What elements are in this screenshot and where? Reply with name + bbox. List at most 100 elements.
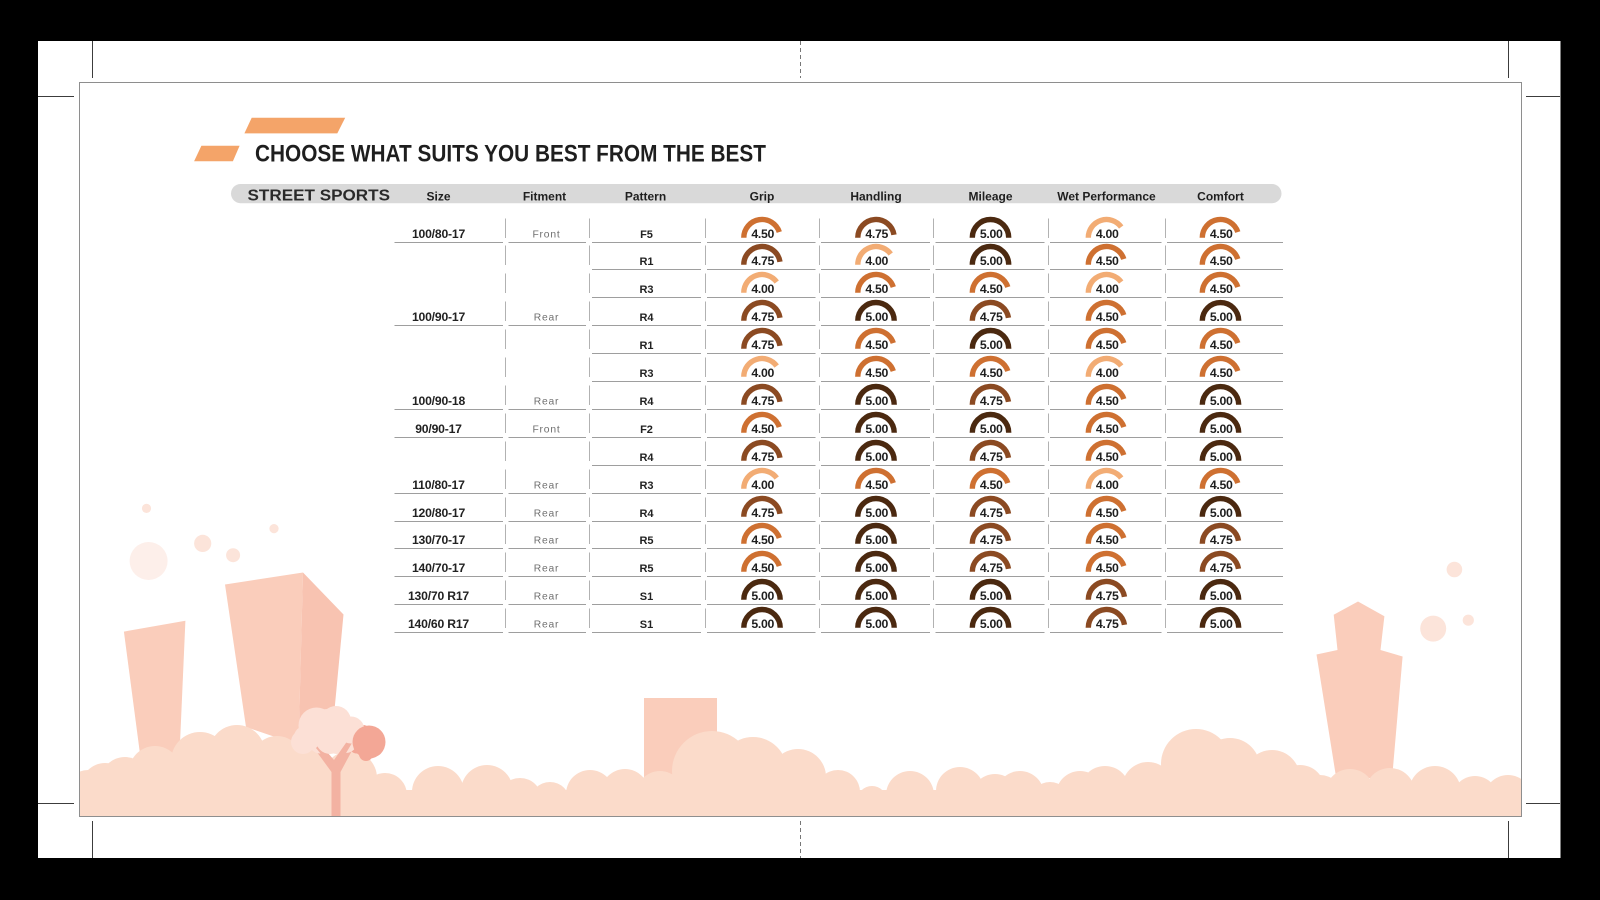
svg-text:4.75: 4.75	[1210, 561, 1233, 575]
svg-text:120/80-17: 120/80-17	[412, 506, 466, 520]
svg-text:4.75: 4.75	[751, 310, 774, 324]
svg-text:140/60 R17: 140/60 R17	[408, 617, 469, 631]
svg-text:90/90-17: 90/90-17	[415, 422, 462, 436]
svg-text:4.75: 4.75	[980, 506, 1003, 520]
svg-text:4.75: 4.75	[751, 254, 774, 268]
svg-text:4.75: 4.75	[1096, 589, 1119, 603]
svg-text:4.50: 4.50	[865, 338, 888, 352]
svg-text:110/80-17: 110/80-17	[412, 478, 465, 492]
svg-text:5.00: 5.00	[1210, 422, 1233, 436]
svg-text:STREET SPORTS: STREET SPORTS	[248, 187, 391, 204]
svg-text:100/80-17: 100/80-17	[412, 227, 466, 241]
svg-text:130/70-17: 130/70-17	[412, 533, 466, 547]
svg-text:R3: R3	[639, 284, 653, 296]
svg-text:Rear: Rear	[534, 481, 560, 492]
svg-text:4.50: 4.50	[1096, 310, 1119, 324]
svg-text:4.50: 4.50	[1096, 450, 1119, 464]
svg-text:4.50: 4.50	[751, 533, 774, 547]
svg-text:130/70 R17: 130/70 R17	[408, 589, 469, 603]
svg-text:5.00: 5.00	[865, 617, 888, 631]
svg-text:4.00: 4.00	[1096, 227, 1119, 241]
svg-text:4.00: 4.00	[865, 254, 888, 268]
svg-text:5.00: 5.00	[865, 422, 888, 436]
svg-text:5.00: 5.00	[980, 422, 1003, 436]
svg-text:4.50: 4.50	[1096, 561, 1119, 575]
svg-text:Rear: Rear	[534, 509, 560, 520]
svg-text:4.50: 4.50	[1210, 338, 1233, 352]
svg-text:5.00: 5.00	[1210, 394, 1233, 408]
svg-text:Rear: Rear	[534, 620, 560, 631]
svg-text:Mileage: Mileage	[968, 190, 1012, 204]
svg-text:4.75: 4.75	[1096, 617, 1119, 631]
svg-text:4.50: 4.50	[1210, 254, 1233, 268]
svg-text:Handling: Handling	[850, 190, 901, 204]
svg-text:5.00: 5.00	[980, 338, 1003, 352]
svg-text:Grip: Grip	[750, 190, 775, 204]
svg-text:Rear: Rear	[534, 564, 560, 575]
svg-text:4.00: 4.00	[751, 366, 774, 380]
svg-text:4.50: 4.50	[1096, 254, 1119, 268]
svg-text:4.75: 4.75	[751, 450, 774, 464]
svg-text:4.50: 4.50	[980, 478, 1003, 492]
svg-text:R3: R3	[639, 368, 653, 380]
svg-text:R4: R4	[639, 312, 654, 324]
svg-text:4.75: 4.75	[980, 394, 1003, 408]
svg-text:5.00: 5.00	[865, 589, 888, 603]
svg-text:4.50: 4.50	[1096, 422, 1119, 436]
svg-text:4.75: 4.75	[1210, 533, 1233, 547]
svg-text:5.00: 5.00	[865, 450, 888, 464]
svg-text:4.50: 4.50	[980, 282, 1003, 296]
svg-text:Rear: Rear	[534, 592, 560, 603]
svg-text:S1: S1	[640, 591, 653, 603]
svg-text:Wet Performance: Wet Performance	[1057, 190, 1156, 204]
svg-text:140/70-17: 140/70-17	[412, 561, 466, 575]
svg-text:5.00: 5.00	[1210, 506, 1233, 520]
svg-text:5.00: 5.00	[865, 394, 888, 408]
svg-text:Size: Size	[426, 190, 450, 204]
svg-text:Fitment: Fitment	[523, 190, 566, 204]
svg-text:4.75: 4.75	[865, 227, 888, 241]
svg-text:4.75: 4.75	[751, 394, 774, 408]
svg-text:4.75: 4.75	[980, 561, 1003, 575]
svg-text:4.50: 4.50	[751, 227, 774, 241]
svg-text:5.00: 5.00	[865, 561, 888, 575]
svg-text:4.50: 4.50	[980, 366, 1003, 380]
svg-text:5.00: 5.00	[865, 506, 888, 520]
svg-text:4.50: 4.50	[865, 478, 888, 492]
svg-text:4.75: 4.75	[980, 450, 1003, 464]
svg-text:4.50: 4.50	[1210, 227, 1233, 241]
svg-text:R4: R4	[639, 396, 654, 408]
svg-text:R5: R5	[639, 535, 653, 547]
svg-text:4.50: 4.50	[1096, 394, 1119, 408]
svg-text:Front: Front	[532, 230, 560, 241]
svg-text:R5: R5	[639, 563, 653, 575]
svg-text:Pattern: Pattern	[625, 190, 666, 204]
svg-text:5.00: 5.00	[1210, 589, 1233, 603]
svg-text:4.50: 4.50	[1096, 533, 1119, 547]
svg-text:4.75: 4.75	[980, 533, 1003, 547]
svg-text:5.00: 5.00	[1210, 310, 1233, 324]
svg-text:4.50: 4.50	[751, 422, 774, 436]
svg-text:4.50: 4.50	[1210, 366, 1233, 380]
svg-text:100/90-18: 100/90-18	[412, 394, 466, 408]
svg-text:R3: R3	[639, 480, 653, 492]
svg-text:5.00: 5.00	[980, 589, 1003, 603]
svg-text:4.00: 4.00	[751, 478, 774, 492]
svg-text:5.00: 5.00	[1210, 617, 1233, 631]
svg-text:4.50: 4.50	[1210, 478, 1233, 492]
svg-text:4.75: 4.75	[751, 506, 774, 520]
svg-text:F5: F5	[640, 229, 653, 241]
svg-text:100/90-17: 100/90-17	[412, 310, 466, 324]
svg-text:4.50: 4.50	[865, 282, 888, 296]
svg-text:Rear: Rear	[534, 313, 560, 324]
svg-text:5.00: 5.00	[865, 310, 888, 324]
svg-text:4.00: 4.00	[751, 282, 774, 296]
svg-text:Front: Front	[532, 425, 560, 436]
svg-text:4.50: 4.50	[751, 561, 774, 575]
svg-text:5.00: 5.00	[980, 617, 1003, 631]
svg-text:S1: S1	[640, 619, 653, 631]
svg-text:4.75: 4.75	[980, 310, 1003, 324]
svg-text:4.75: 4.75	[751, 338, 774, 352]
svg-text:4.50: 4.50	[1210, 282, 1233, 296]
svg-text:4.00: 4.00	[1096, 282, 1119, 296]
